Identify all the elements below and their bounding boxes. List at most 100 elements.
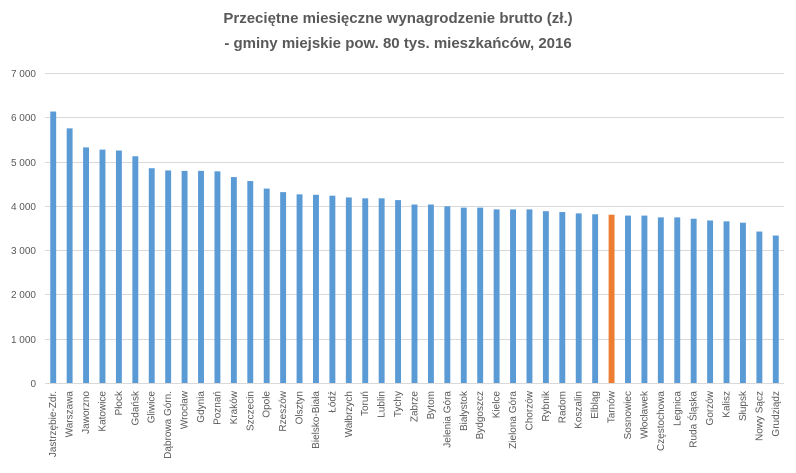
x-tick-label: Zielona Góra (508, 391, 519, 449)
x-tick-label: Zabrze (410, 391, 421, 423)
x-tick-label: Gdańsk (130, 390, 141, 425)
x-tick-label: Wrocław (180, 390, 191, 429)
bar (674, 217, 681, 383)
x-tick-label: Katowice (97, 391, 108, 432)
x-tick-label: Dąbrowa Górn. (163, 391, 174, 459)
x-tick-label: Poznań (212, 391, 223, 425)
x-tick-label: Bytom (426, 391, 437, 419)
x-tick-label: Jastrzębie-Zdr. (48, 391, 59, 457)
y-tick-label: 0 (30, 379, 36, 390)
x-tick-label: Ruda Śląska (687, 391, 700, 448)
bar (756, 231, 763, 383)
bar (657, 217, 664, 383)
bar (772, 235, 779, 383)
x-tick-label: Lublin (377, 391, 388, 418)
bar (542, 211, 549, 383)
bar (723, 221, 730, 383)
bar (280, 192, 287, 383)
x-tick-label: Grudziądz (771, 391, 782, 437)
x-tick-label: Koszalin (574, 391, 585, 429)
bar (263, 188, 270, 383)
x-tick-label: Jelenia Góra (442, 391, 453, 448)
bar (181, 170, 188, 383)
y-tick-label: 4 000 (11, 202, 36, 213)
bar (99, 149, 106, 383)
x-tick-label: Częstochowa (656, 391, 667, 451)
x-tick-label: Gdynia (196, 391, 207, 423)
x-tick-label: Chorzów (524, 390, 535, 430)
bar (526, 209, 533, 383)
bar (329, 195, 336, 383)
x-tick-label: Toruń (360, 391, 371, 416)
x-tick-label: Warszawa (65, 391, 76, 438)
x-tick-label: Słupsk (738, 390, 749, 421)
x-tick-label: Opole (262, 391, 273, 418)
bar (477, 207, 484, 383)
x-tick-label: Bydgoszcz (475, 391, 486, 439)
bar (378, 198, 385, 383)
bar (707, 220, 714, 383)
y-tick-label: 6 000 (11, 113, 36, 124)
y-tick-label: 7 000 (11, 69, 36, 80)
bar (739, 222, 746, 383)
bar (115, 150, 122, 383)
x-tick-label: Włocławek (639, 390, 650, 439)
bar (641, 215, 648, 383)
x-tick-label: Kraków (229, 390, 240, 424)
bar (132, 156, 139, 383)
x-tick-label: Gliwice (147, 391, 158, 424)
bar (198, 170, 204, 383)
x-tick-label: Rybnik (541, 390, 552, 422)
y-tick-label: 5 000 (11, 158, 36, 169)
bar (50, 111, 57, 383)
bar (625, 215, 631, 383)
bar (690, 218, 697, 383)
bar (165, 170, 172, 383)
y-axis-ticks: 0 1 000 2 000 3 000 4 000 5 000 6 000 7 000 (11, 69, 36, 390)
bar (493, 209, 500, 383)
bar (214, 171, 221, 383)
x-tick-label: Szczecin (245, 391, 256, 431)
x-tick-label: Elbląg (590, 391, 601, 419)
x-tick-label: Nowy Sącz (754, 391, 765, 441)
bar (427, 204, 434, 383)
bar (444, 206, 451, 383)
x-tick-label: Radom (557, 391, 568, 423)
x-tick-label: Olsztyn (295, 391, 306, 424)
bar (83, 147, 90, 383)
bar (460, 207, 467, 383)
bar (559, 212, 566, 383)
x-tick-label: Kalisz (722, 391, 733, 418)
x-tick-label: Tarnów (607, 390, 618, 423)
x-tick-label: Kielce (492, 391, 503, 419)
x-tick-label: Gorzów (705, 390, 716, 425)
bar (395, 200, 402, 383)
chart-title: Przeciętne miesięczne wynagrodzenie brut… (223, 10, 573, 27)
x-tick-label: Łódź (327, 391, 338, 413)
y-tick-label: 2 000 (11, 290, 36, 301)
bar (608, 214, 615, 383)
x-axis-labels: Jastrzębie-Zdr. Warszawa Jaworzno Katowice P… (48, 390, 782, 459)
bar (247, 181, 254, 383)
x-tick-label: Sosnowiec (623, 391, 634, 439)
y-tick-label: 1 000 (11, 335, 36, 346)
x-tick-label: Wałbrzych (344, 391, 355, 437)
x-tick-label: Legnica (672, 391, 683, 426)
bar (362, 198, 369, 383)
x-tick-label: Tychy (393, 391, 404, 417)
bar (148, 168, 155, 383)
bar (575, 213, 582, 383)
bars (50, 111, 779, 383)
x-tick-label: Jaworzno (81, 391, 92, 434)
bar (313, 194, 319, 383)
bar (345, 197, 352, 383)
x-tick-label: Białystok (459, 390, 470, 431)
chart-subtitle: - gminy miejskie pow. 80 tys. mieszkańcó… (224, 35, 572, 52)
x-tick-label: Płock (114, 390, 125, 415)
y-tick-label: 3 000 (11, 246, 36, 257)
bar (230, 177, 237, 383)
bar (411, 204, 418, 383)
x-tick-label: Bielsko-Biała (311, 391, 322, 449)
